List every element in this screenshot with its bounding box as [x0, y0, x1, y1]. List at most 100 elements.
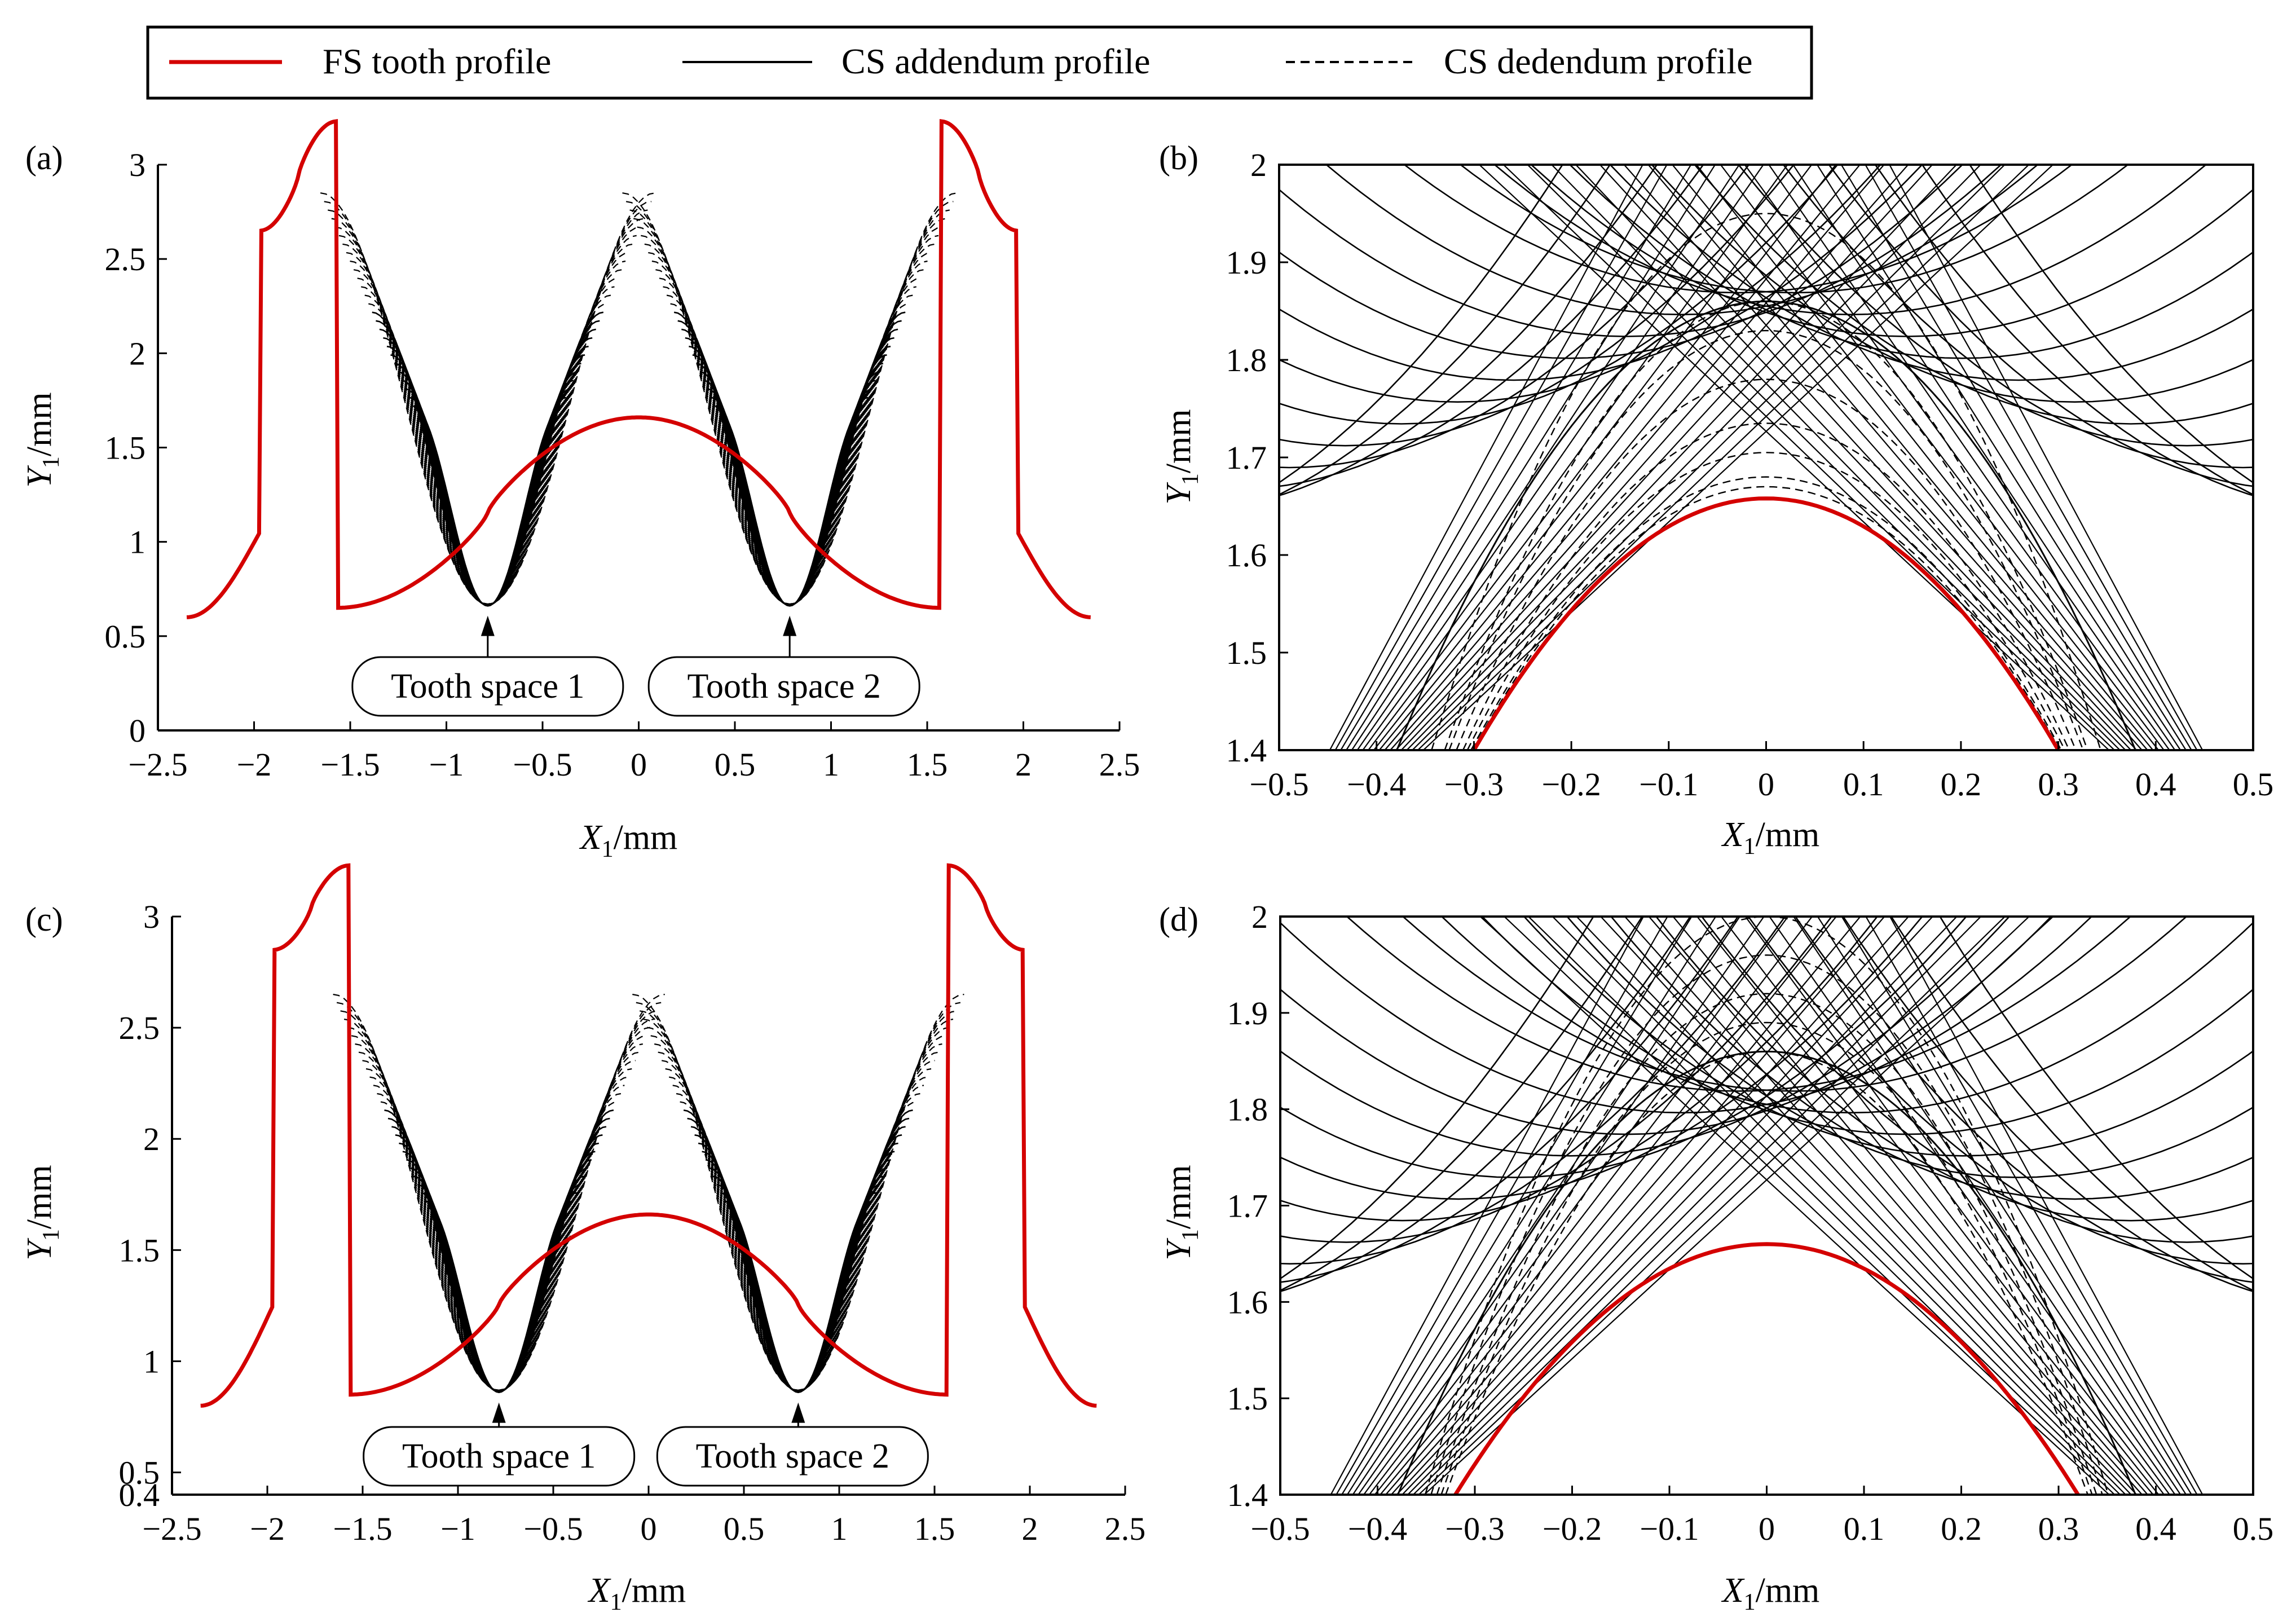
- cs-flank-line: [1889, 917, 2204, 1495]
- x-tick-label: 0.2: [1941, 766, 1982, 803]
- fs-tooth-profile: [186, 119, 1091, 619]
- x-tick-label: −0.4: [1348, 1510, 1407, 1547]
- cs-curve: [402, 1151, 596, 1393]
- cs-addendum-arc: [1279, 165, 1564, 484]
- x-tick-label: −0.5: [1249, 766, 1308, 803]
- cs-curve: [358, 1051, 640, 1391]
- panel-c-ylabel: Y1/mm: [20, 1165, 64, 1260]
- cs-addendum-arc: [1279, 165, 1704, 487]
- x-tick-label: −0.4: [1347, 766, 1406, 803]
- cs-curve: [353, 269, 622, 606]
- cs-flank-line: [1526, 165, 2121, 750]
- cs-flank-line: [1672, 917, 2154, 1495]
- cs-flank-line: [1424, 917, 2055, 1495]
- cs-flank-line: [1406, 165, 1982, 750]
- y-tick-label: 1.8: [1226, 342, 1267, 378]
- annotation-label: Tooth space 1: [402, 1437, 596, 1475]
- zoom-curves: [1279, 165, 2253, 750]
- cs-curve: [320, 192, 655, 605]
- cs-addendum-arc: [1440, 917, 2253, 1114]
- x-tick-label: 0.5: [715, 746, 756, 783]
- cs-curve: [698, 1142, 898, 1393]
- y-tick-label: 1.5: [105, 430, 146, 466]
- x-tick-label: −0.5: [1250, 1510, 1310, 1547]
- cs-curve: [625, 201, 954, 605]
- x-tick-label: 2.5: [1105, 1510, 1146, 1547]
- y-tick-label: 1: [129, 524, 146, 561]
- cs-flank-line: [1395, 165, 1933, 750]
- panel-b-yticks: 1.4 1.5 1.6 1.7 1.8 1.9 2: [1226, 147, 1288, 769]
- x-tick-label: −2.5: [142, 1510, 201, 1547]
- cs-dedendum-arc: [1462, 422, 2070, 750]
- x-tick-label: 0.4: [2135, 766, 2176, 803]
- cs-curve: [409, 1167, 588, 1393]
- cs-curve: [633, 218, 946, 605]
- cs-flank-line: [1380, 917, 1861, 1495]
- fs-tooth-profile: [1472, 496, 2060, 750]
- y-tick-label: 1.8: [1227, 1091, 1268, 1128]
- cs-curve: [699, 371, 880, 607]
- cs-addendum-envelope: [1396, 1050, 2137, 1495]
- y-tick-label: 0: [129, 712, 146, 749]
- cs-curve: [692, 354, 887, 606]
- cs-addendum-arc: [1280, 917, 1968, 1178]
- cs-addendum-arc: [1279, 165, 1839, 425]
- cs-dedendum-arc: [1431, 213, 2101, 750]
- panel-b-xticks: −0.5 −0.4 −0.3 −0.2 −0.1 0 0.1 0.2 0.3 0.4 0.5: [1249, 741, 2273, 803]
- cs-dedendum-arc: [1430, 954, 2103, 1495]
- cs-curve: [636, 1002, 961, 1391]
- cs-curve: [327, 209, 648, 605]
- cs-curve: [702, 1151, 895, 1393]
- annotation-arrow-head: [791, 1402, 805, 1423]
- cs-flank-line: [1792, 165, 2182, 750]
- cs-flank-line: [1817, 917, 2187, 1495]
- cs-flank-line: [1400, 165, 1958, 750]
- y-tick-label: 1.4: [1226, 732, 1267, 769]
- cs-curve: [643, 1018, 954, 1391]
- x-tick-label: 0.5: [2233, 766, 2274, 803]
- cs-flank-line: [1340, 165, 1692, 750]
- annotation-box: [656, 1426, 929, 1487]
- y-tick-label: 1.7: [1227, 1188, 1268, 1224]
- cs-dedendum-arc: [1456, 378, 2077, 750]
- panel-d-yticks: 1.4 1.5 1.6 1.7 1.8 1.9 2: [1227, 898, 1289, 1513]
- cs-addendum-arc: [1828, 165, 2253, 487]
- cs-flank-line: [1356, 165, 1764, 750]
- cs-addendum-arc: [1280, 917, 1594, 1280]
- cs-flank-line: [1329, 165, 1643, 750]
- panel-c: (c) Tooth space 1 Tooth space 2 −2.5 −2 −1.…: [20, 863, 1145, 1615]
- y-tick-label: 1.7: [1226, 439, 1267, 476]
- cs-addendum-arc: [1279, 165, 1611, 496]
- cs-addendum-arc: [1280, 917, 1879, 1222]
- cs-flank-line: [1369, 917, 1813, 1495]
- cs-flank-line: [1402, 917, 1958, 1495]
- cs-curve: [413, 1175, 585, 1393]
- annotation-box: [647, 656, 920, 717]
- cs-curve: [696, 363, 884, 607]
- cs-curve: [663, 286, 917, 606]
- cs-addendum-arc: [1325, 165, 2039, 316]
- cs-flank-line: [1720, 165, 2165, 750]
- cs-curve: [336, 1002, 662, 1391]
- panel-b-plot: [1278, 164, 2254, 751]
- cs-curve: [324, 201, 652, 605]
- cs-curve: [673, 311, 906, 606]
- cs-flank-line: [1374, 917, 1837, 1495]
- x-tick-label: −0.3: [1445, 1510, 1504, 1547]
- panel-d-ylabel: Y1/mm: [1160, 1165, 1204, 1260]
- cs-flank-line: [1599, 165, 2138, 750]
- cs-flank-line: [1575, 165, 2132, 750]
- annotation-label: Tooth space 2: [696, 1437, 889, 1475]
- cs-addendum-arc: [1280, 917, 1833, 1243]
- cs-curve: [641, 235, 939, 605]
- cs-addendum-arc: [1794, 917, 2253, 1283]
- cs-curve: [690, 1126, 906, 1393]
- cs-curve: [632, 993, 964, 1391]
- y-tick-label: 1: [143, 1343, 160, 1380]
- panel-c-xticks: −2.5 −2 −1.5 −1 −0.5 0 0.5 1 1.5 2 2.5: [142, 1486, 1145, 1547]
- cs-curve: [654, 1043, 942, 1391]
- cs-curve: [355, 1043, 644, 1391]
- x-tick-label: 1.5: [907, 746, 948, 783]
- cs-dedendum-arc: [1470, 476, 2062, 750]
- panel-a-xticks: −2.5 −2 −1.5 −1 −0.5 0 0.5 1 1.5 2 2.5: [128, 721, 1140, 783]
